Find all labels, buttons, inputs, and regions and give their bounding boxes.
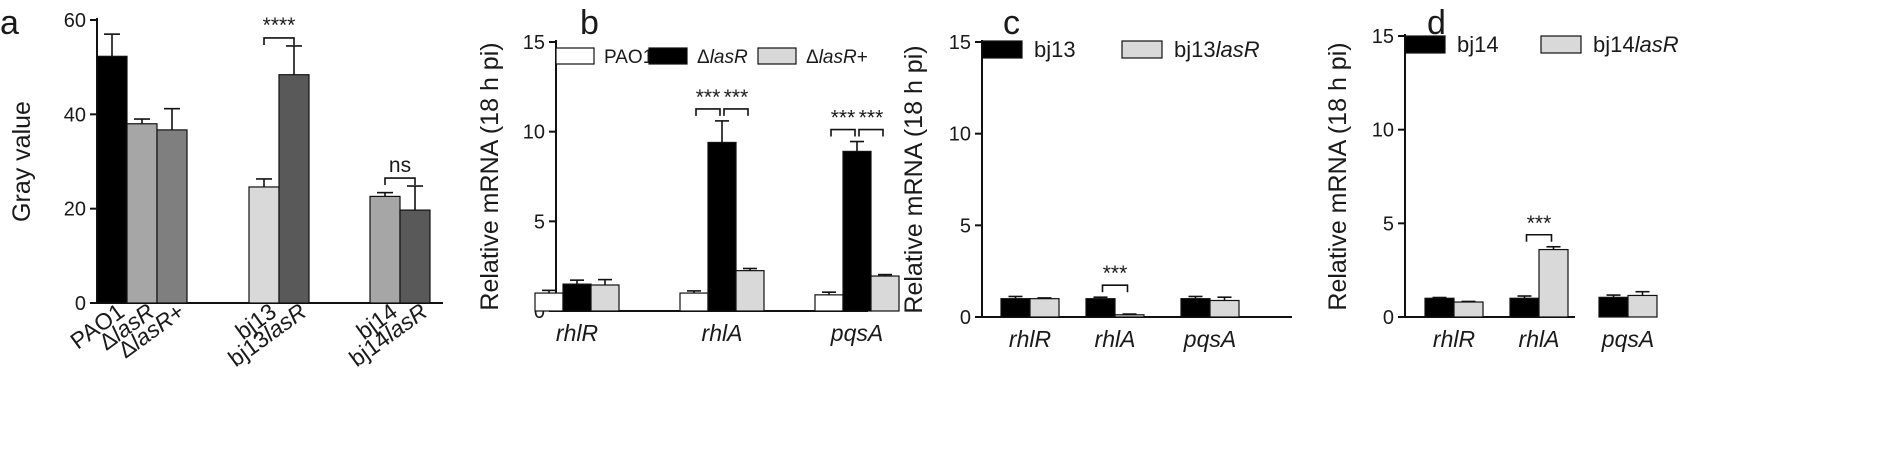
bar xyxy=(1627,294,1658,318)
legend-swatch xyxy=(757,47,797,65)
significance-bracket xyxy=(695,108,721,116)
significance-label: *** xyxy=(696,86,721,109)
y-tick-label: 10 xyxy=(523,122,545,144)
bar xyxy=(1509,297,1540,318)
legend-label: bj13lasR xyxy=(1174,37,1260,62)
bar xyxy=(1209,299,1240,318)
bar xyxy=(1180,298,1211,318)
y-tick-label: 60 xyxy=(64,10,86,32)
legend-swatch xyxy=(1121,40,1163,59)
y-tick-label: 10 xyxy=(949,124,971,146)
y-axis-label: Relative mRNA (18 h pi) xyxy=(1324,42,1352,310)
legend-swatch xyxy=(648,47,688,65)
bar xyxy=(278,74,310,304)
bar xyxy=(1538,248,1569,318)
bar xyxy=(1085,298,1116,318)
significance-label: ns xyxy=(389,154,411,177)
bar xyxy=(96,55,128,304)
bar xyxy=(534,292,564,312)
x-tick-label: rhlR xyxy=(1009,326,1051,352)
bar xyxy=(369,195,401,304)
bar xyxy=(156,129,188,304)
y-tick-label: 20 xyxy=(64,199,86,221)
bar xyxy=(562,283,592,312)
panel-letter: d xyxy=(1427,4,1446,42)
y-tick-label: 0 xyxy=(534,301,545,323)
legend-swatch xyxy=(555,47,595,65)
bar xyxy=(679,292,709,312)
bar xyxy=(248,186,280,304)
y-tick-label: 40 xyxy=(64,104,86,126)
y-tick-label: 15 xyxy=(523,32,545,54)
bar xyxy=(1114,314,1145,318)
significance-label: *** xyxy=(724,86,749,109)
x-tick-label: rhlA xyxy=(1095,326,1136,352)
x-tick-label: rhlA xyxy=(702,320,743,346)
bar xyxy=(707,141,737,312)
bar xyxy=(814,294,844,312)
significance-bracket xyxy=(1525,233,1553,242)
y-tick-label: 5 xyxy=(1383,213,1394,235)
legend-label: bj14 xyxy=(1457,32,1499,57)
legend-label: ΔlasR xyxy=(697,47,748,68)
significance-label: *** xyxy=(1103,262,1128,285)
significance-bracket xyxy=(384,177,416,186)
bar xyxy=(1598,296,1629,318)
legend-swatch xyxy=(1404,35,1446,54)
y-tick-label: 15 xyxy=(1372,26,1394,48)
x-tick-label: rhlR xyxy=(556,320,598,346)
x-tick-label: rhlA xyxy=(1519,326,1560,352)
panel-c-chart: 0 5 10 15 Relative mRNA (18 h pi) rhlR rhlA pqs… xyxy=(900,32,1292,352)
y-tick-label: 5 xyxy=(534,211,545,233)
x-tick-label: pqsA xyxy=(1183,326,1236,352)
x-tick-label: rhlR xyxy=(1433,326,1475,352)
panel-letter: b xyxy=(580,4,599,42)
x-tick-label: ΔlasR+ xyxy=(113,298,189,363)
y-axis-label: Relative mRNA (18 h pi) xyxy=(476,42,504,310)
legend-swatch xyxy=(1540,35,1582,54)
significance-bracket xyxy=(1101,284,1129,293)
bar xyxy=(590,284,620,312)
bar xyxy=(870,275,900,312)
bar xyxy=(1453,301,1484,318)
panel-d-chart: 0 5 10 15 Relative mRNA (18 h pi) rhlR rhlA pqs… xyxy=(1324,26,1679,352)
significance-bracket xyxy=(263,37,295,45)
legend-label: bj13 xyxy=(1034,37,1076,62)
y-tick-label: 0 xyxy=(75,293,86,315)
y-axis-label: Relative mRNA (18 h pi) xyxy=(900,45,928,313)
x-tick-label: pqsA xyxy=(1601,326,1654,352)
significance-bracket xyxy=(858,128,884,137)
bar xyxy=(126,123,158,304)
bar xyxy=(1000,298,1031,318)
legend-label: ΔlasR+ xyxy=(806,47,868,68)
bar xyxy=(1029,298,1060,318)
y-tick-label: 0 xyxy=(1383,307,1394,329)
panel-letter: c xyxy=(1003,4,1020,42)
bar xyxy=(399,209,431,304)
y-tick-label: 15 xyxy=(949,32,971,54)
y-tick-label: 0 xyxy=(960,307,971,329)
panel-b-chart: 0 5 10 15 Relative mRNA (18 h pi) rhlR rhlA pqs… xyxy=(476,32,900,346)
legend-swatch xyxy=(981,40,1023,59)
bar xyxy=(842,150,872,312)
y-tick-label: 10 xyxy=(1372,120,1394,142)
significance-label: **** xyxy=(263,14,296,37)
bar xyxy=(1424,297,1455,318)
panel-letter: a xyxy=(0,4,19,42)
x-tick-label: pqsA xyxy=(830,320,883,346)
y-tick-label: 5 xyxy=(960,215,971,237)
legend-label: bj14lasR xyxy=(1593,32,1679,57)
significance-bracket xyxy=(830,128,856,137)
significance-label: *** xyxy=(831,107,856,130)
significance-bracket xyxy=(723,108,749,116)
significance-label: *** xyxy=(859,107,884,130)
significance-label: *** xyxy=(1527,212,1552,235)
bar xyxy=(735,270,765,312)
legend-label: PAO1 xyxy=(604,47,653,68)
y-axis-label: Gray value xyxy=(8,101,36,222)
